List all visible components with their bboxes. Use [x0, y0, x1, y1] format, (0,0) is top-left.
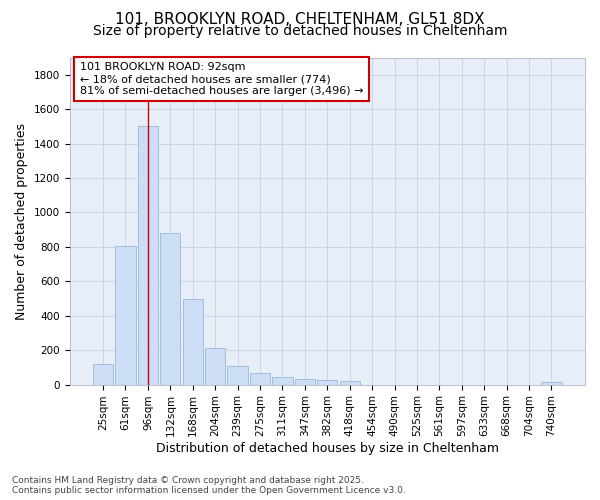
Bar	[295, 378, 315, 384]
Bar	[272, 377, 293, 384]
Bar	[250, 374, 270, 384]
Text: 101, BROOKLYN ROAD, CHELTENHAM, GL51 8DX: 101, BROOKLYN ROAD, CHELTENHAM, GL51 8DX	[115, 12, 485, 28]
Bar	[340, 381, 360, 384]
Text: Size of property relative to detached houses in Cheltenham: Size of property relative to detached ho…	[93, 24, 507, 38]
Bar	[115, 246, 136, 384]
Bar	[160, 233, 181, 384]
Bar	[93, 364, 113, 384]
Bar	[227, 366, 248, 384]
Text: Contains HM Land Registry data © Crown copyright and database right 2025.
Contai: Contains HM Land Registry data © Crown c…	[12, 476, 406, 495]
Bar	[317, 380, 337, 384]
Text: 101 BROOKLYN ROAD: 92sqm
← 18% of detached houses are smaller (774)
81% of semi-: 101 BROOKLYN ROAD: 92sqm ← 18% of detach…	[80, 62, 364, 96]
Bar	[138, 126, 158, 384]
Y-axis label: Number of detached properties: Number of detached properties	[15, 122, 28, 320]
Bar	[541, 382, 562, 384]
Bar	[182, 298, 203, 384]
Bar	[205, 348, 225, 384]
X-axis label: Distribution of detached houses by size in Cheltenham: Distribution of detached houses by size …	[156, 442, 499, 455]
